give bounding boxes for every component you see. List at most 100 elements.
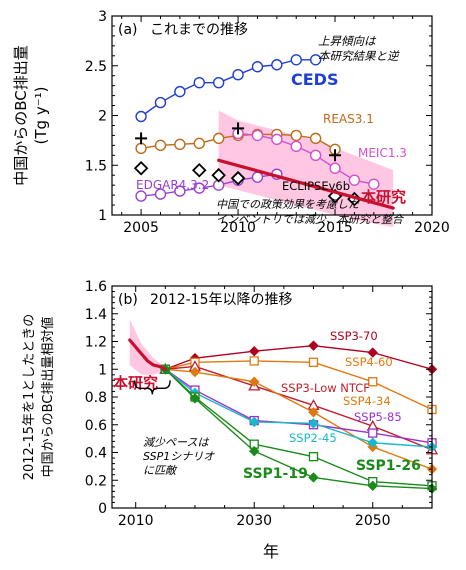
- data-point: [189, 366, 201, 378]
- panel-title: これまでの推移: [150, 22, 248, 38]
- data-point: [133, 160, 149, 176]
- data-point: [329, 149, 342, 162]
- label-ssp434: SSP4-34: [343, 394, 391, 408]
- x-tick-label: 2020: [414, 220, 450, 236]
- data-point: [367, 437, 378, 448]
- data-point: [368, 428, 378, 438]
- y-tick-label: 2.5: [85, 59, 107, 75]
- data-point: [309, 54, 322, 66]
- data-point: [174, 85, 186, 98]
- data-point: [367, 480, 378, 492]
- y-tick-label: 1: [98, 208, 107, 224]
- data-point: [290, 129, 302, 142]
- data-point: [135, 190, 147, 202]
- y-tick-label: 2: [98, 109, 107, 125]
- x-tick-label: 2030: [236, 513, 272, 529]
- data-point: [249, 416, 260, 428]
- y-tick-label: 0.4: [85, 446, 107, 462]
- data-point: [212, 76, 225, 89]
- y-tick-label: 1.6: [85, 279, 107, 295]
- data-point: [271, 133, 283, 146]
- series-line-6: [217, 158, 395, 210]
- label-reas: REAS3.1: [323, 112, 374, 126]
- y-axis-label: 中国からのBC排出量相対値: [40, 317, 56, 478]
- label-ssp3low: SSP3-Low NTCF: [281, 381, 370, 395]
- panel-label: (a): [118, 22, 138, 38]
- data-point: [367, 347, 378, 358]
- label-ssp370: SSP3-70: [330, 329, 378, 343]
- y-tick-label: 0.8: [85, 390, 107, 406]
- data-point: [154, 139, 167, 152]
- y-tick-label: 0.2: [85, 473, 107, 489]
- data-point: [174, 138, 186, 151]
- series-line-1: [164, 360, 433, 411]
- note-ssp1-comparable: 減少ペースは: [143, 436, 209, 449]
- data-point: [232, 69, 244, 81]
- series-line-7: [164, 368, 433, 490]
- data-point: [290, 54, 302, 66]
- brace: [133, 380, 171, 395]
- data-point: [251, 61, 264, 73]
- x-tick-label: 2005: [123, 220, 159, 236]
- data-point: [290, 140, 302, 153]
- data-point: [135, 132, 148, 145]
- label-ssp126: SSP1-26: [356, 458, 421, 474]
- data-point: [249, 376, 260, 387]
- data-point: [211, 167, 226, 183]
- label-ssp119: SSP1-19: [243, 466, 308, 482]
- label-ssp585: SSP5-85: [354, 410, 402, 424]
- data-point: [308, 357, 319, 367]
- x-tick-label: 2010: [118, 513, 154, 529]
- data-point: [329, 162, 341, 174]
- data-point: [308, 472, 319, 483]
- y-tick-label: 1.5: [85, 158, 107, 174]
- series-line-3: [164, 368, 433, 470]
- data-point: [309, 149, 322, 162]
- note-upward-trend: 本研究結果と逆: [318, 49, 400, 63]
- label-meic: MEIC1.3: [358, 146, 407, 160]
- x-tick-label: 2010: [220, 220, 256, 236]
- y-tick-label: 1.4: [85, 307, 107, 323]
- series-line-0: [164, 344, 433, 370]
- data-point: [135, 142, 147, 155]
- note-ssp1-comparable: SSP1シナリオ: [143, 450, 215, 463]
- data-point: [251, 129, 264, 142]
- data-point: [348, 174, 361, 186]
- label-eclipse: ECLIPSEv6b: [282, 179, 350, 193]
- data-point: [368, 178, 380, 190]
- data-point: [308, 407, 319, 418]
- y-tick-label: 3: [98, 9, 107, 25]
- panel-label: (b): [118, 292, 138, 308]
- data-point: [174, 185, 186, 197]
- uncertainty-band: [129, 319, 166, 375]
- series-line-0: [140, 59, 317, 118]
- y-tick-label: 0: [98, 501, 107, 517]
- note-ssp1-comparable: に匹敵: [143, 464, 178, 477]
- data-point: [191, 162, 207, 178]
- note-policy-effect: 中国での政策効果を考慮した: [216, 198, 360, 211]
- y-tick-label: 1: [98, 362, 107, 378]
- label-ssp245: SSP2-45: [289, 431, 337, 445]
- data-point: [249, 445, 260, 457]
- data-point: [154, 188, 167, 200]
- data-point: [154, 96, 167, 109]
- data-point: [193, 76, 205, 89]
- x-tick-label: 2050: [355, 513, 391, 529]
- data-point: [193, 137, 205, 150]
- data-point: [308, 340, 319, 351]
- panel-title: 2012-15年以降の推移: [150, 292, 293, 308]
- note-upward-trend: 上昇傾向は: [318, 34, 377, 48]
- data-point: [193, 182, 205, 194]
- label-ceds: CEDS: [291, 70, 338, 89]
- data-point: [308, 418, 319, 429]
- y-tick-label: 0.6: [85, 418, 107, 434]
- data-point: [251, 171, 264, 183]
- data-point: [230, 170, 246, 186]
- y-axis-label: 2012-15年を1としたときの: [22, 314, 37, 481]
- x-tick-label: 2015: [317, 220, 353, 236]
- data-point: [309, 132, 322, 145]
- note-policy-effect: インベントリでは減少、本研究と整合: [216, 213, 405, 226]
- y-tick-label: 1.2: [85, 335, 107, 351]
- x-axis-label: 年: [263, 542, 279, 561]
